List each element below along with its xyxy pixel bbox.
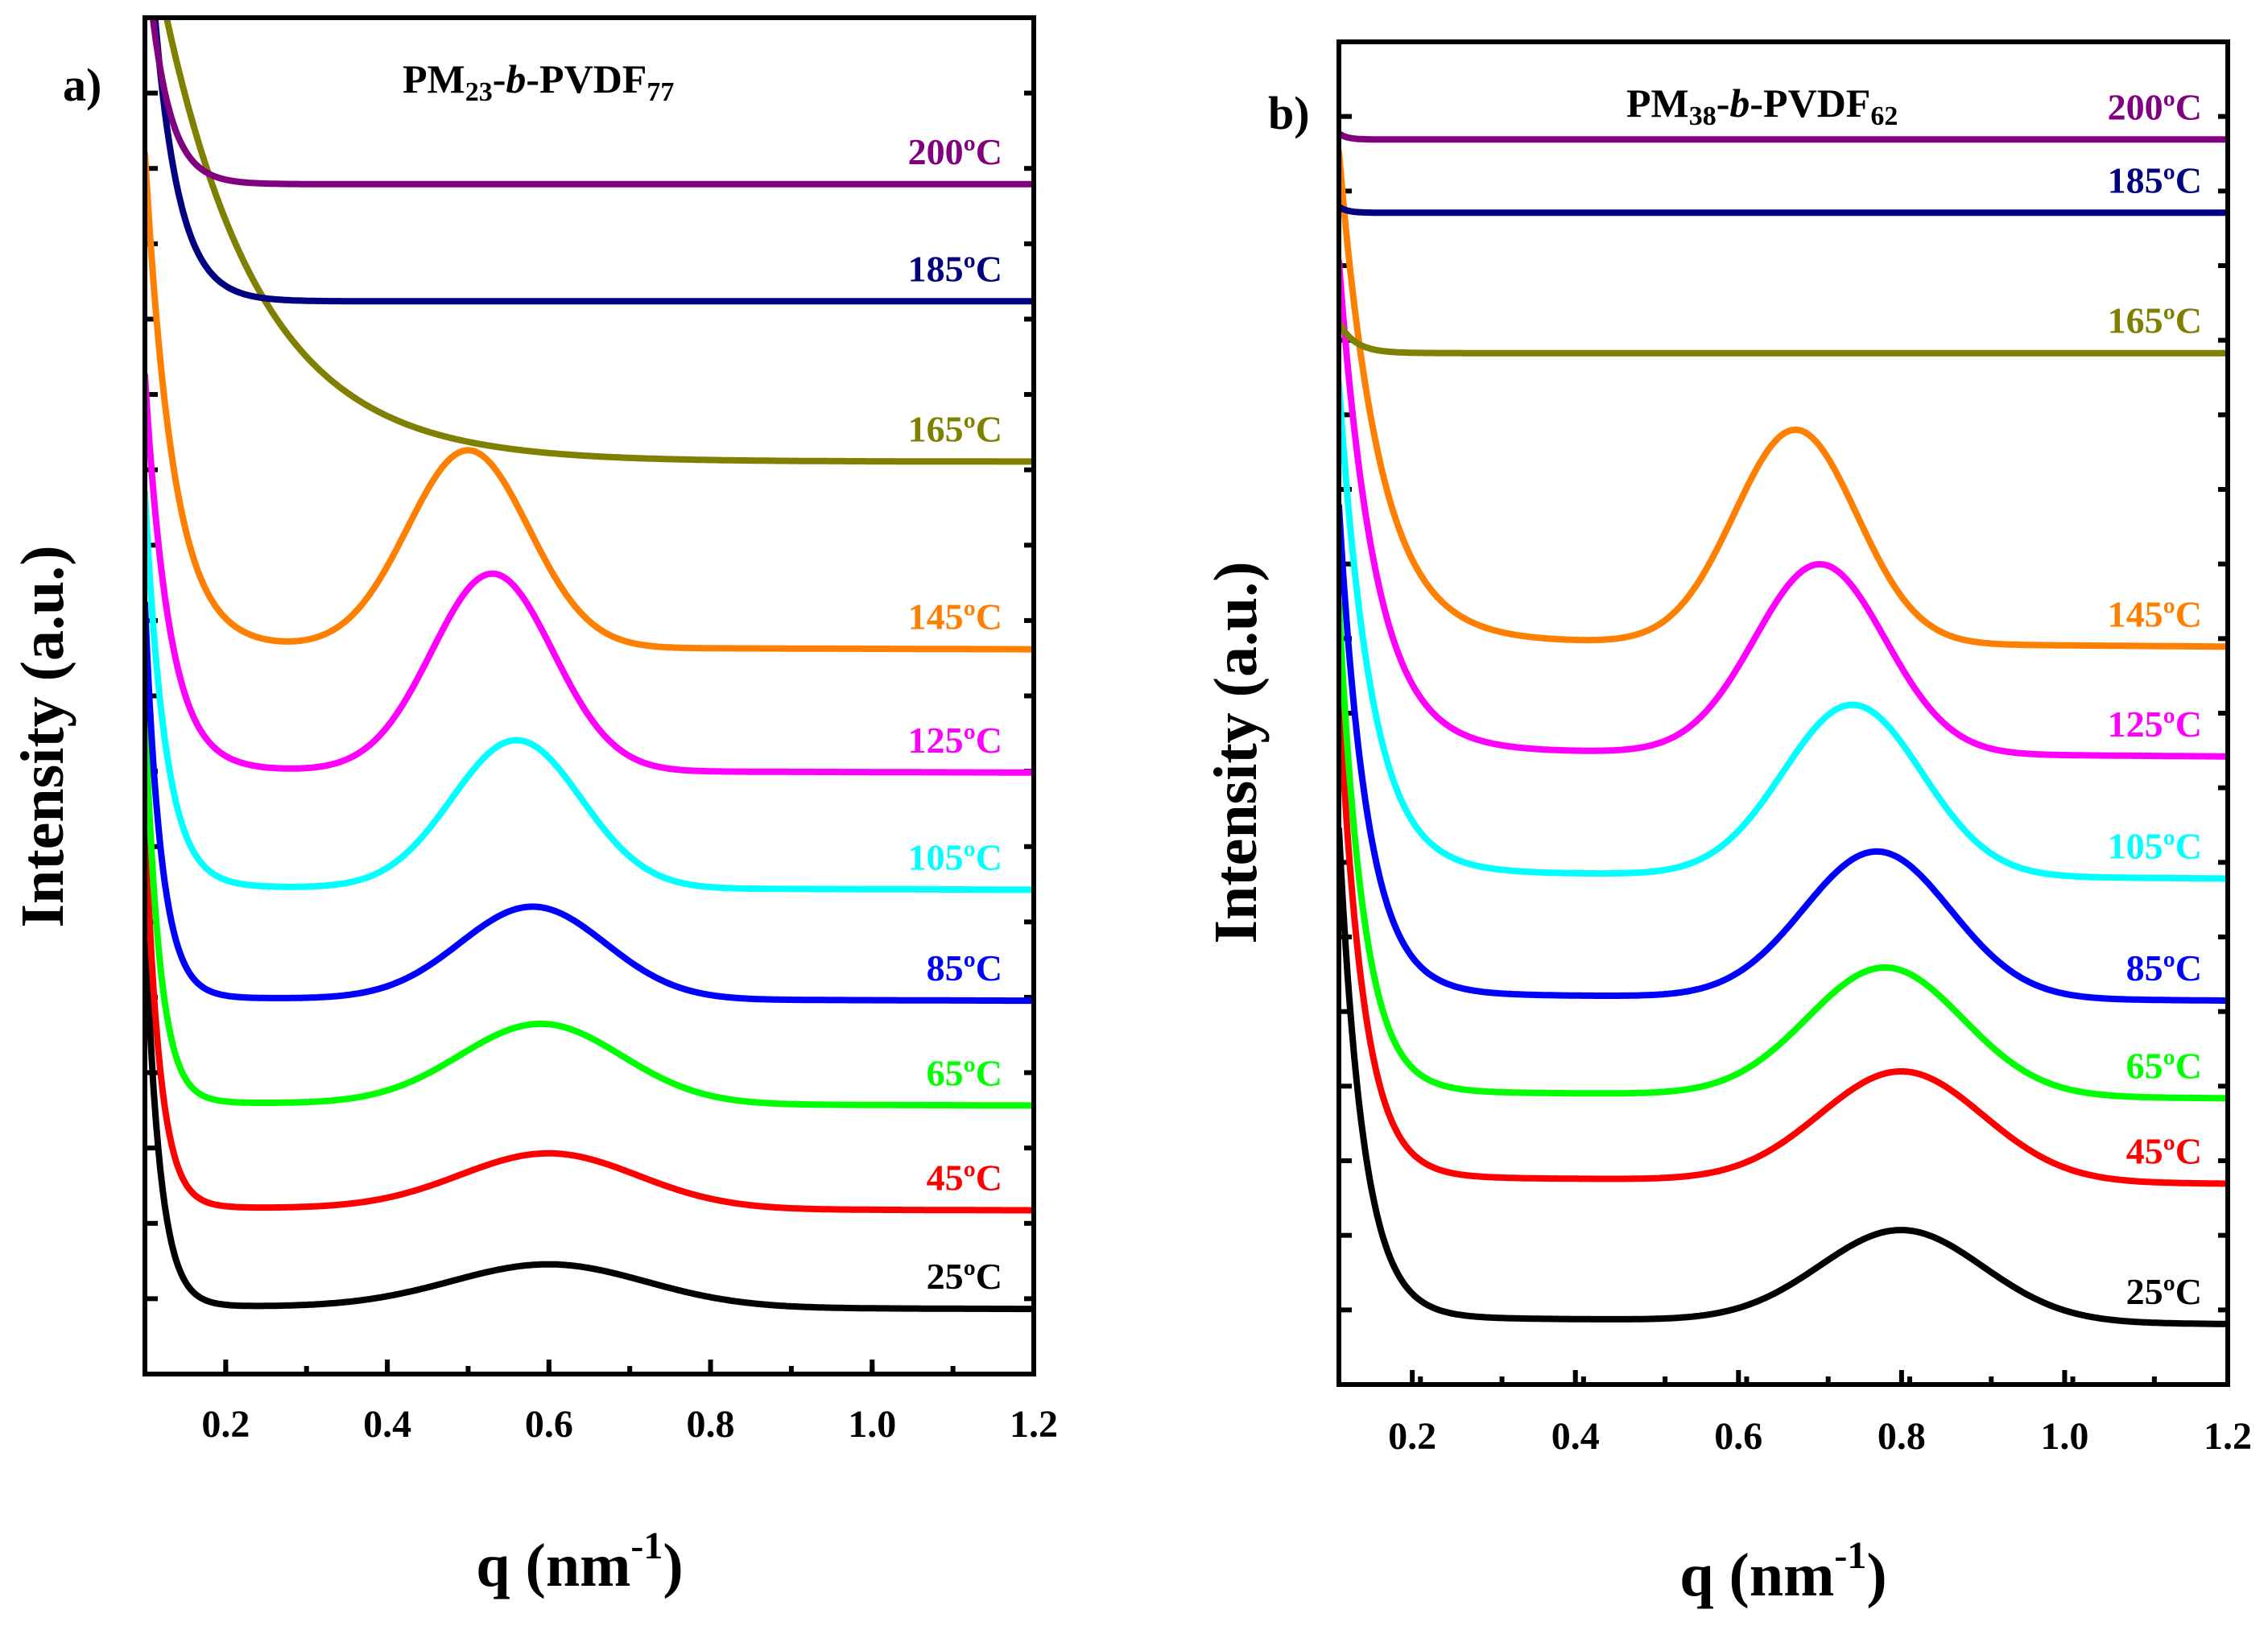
- series-label: 65ºC: [927, 1052, 1002, 1093]
- series-label: 145ºC: [2108, 593, 2202, 634]
- series-line: [151, 18, 1034, 305]
- panel-label-b: b): [1268, 87, 1310, 139]
- series-label: 125ºC: [908, 720, 1002, 761]
- series-label: 200ºC: [908, 131, 1002, 172]
- series-label: 85ºC: [927, 947, 1002, 988]
- series-label: 105ºC: [908, 836, 1002, 877]
- series-line: [163, 18, 1034, 465]
- series-line: [149, 18, 1034, 188]
- x-tick-label: 0.4: [1551, 1415, 1600, 1458]
- panel-b-xlabel: q (nm-1): [1679, 1534, 1886, 1609]
- series-line: [1339, 826, 2228, 1327]
- series-label: 125ºC: [2108, 704, 2202, 745]
- series-line: [1339, 258, 2228, 760]
- series-line: [1339, 148, 2228, 650]
- series-label: 165ºC: [908, 408, 1002, 449]
- series-line: [145, 908, 1034, 1313]
- x-tick-label: 1.0: [2040, 1415, 2088, 1458]
- x-tick-label: 0.8: [1878, 1415, 1926, 1458]
- series-line: [145, 489, 1034, 893]
- series-line: [1339, 203, 2228, 217]
- series-line: [145, 600, 1034, 1005]
- panel-a-series: [145, 18, 1034, 1313]
- series-line: [1339, 685, 2228, 1187]
- x-tick-label: 0.8: [687, 1403, 735, 1446]
- panel-a-xlabel: q (nm-1): [476, 1525, 683, 1599]
- series-label: 145ºC: [908, 596, 1002, 638]
- x-tick-label: 1.2: [2204, 1415, 2252, 1458]
- series-line: [145, 704, 1034, 1109]
- series-label: 185ºC: [908, 248, 1002, 289]
- x-tick-label: 0.6: [525, 1403, 573, 1446]
- series-line: [1339, 380, 2228, 882]
- series-line: [1339, 319, 2228, 357]
- x-tick-label: 1.0: [848, 1403, 896, 1446]
- x-tick-label: 0.4: [363, 1403, 411, 1446]
- panel-a: a) PM23-b-PVDF77 Intensity (a.u.) q (nm-…: [9, 15, 1058, 1599]
- series-label: 25ºC: [2126, 1271, 2202, 1312]
- series-label: 45ºC: [927, 1158, 1002, 1199]
- series-label: 165ºC: [2108, 300, 2202, 341]
- series-label: 25ºC: [927, 1256, 1002, 1297]
- series-label: 45ºC: [2126, 1130, 2202, 1171]
- panel-a-ylabel: Intensity (a.u.): [9, 545, 76, 927]
- panel-b-series: [1339, 130, 2228, 1327]
- panel-b-plot-frame: [1336, 39, 2230, 1387]
- x-tick-label: 0.2: [201, 1403, 250, 1446]
- panel-a-plot-frame: [143, 15, 1036, 1376]
- series-line: [145, 150, 1034, 653]
- panel-a-ticks: 0.2 0.4 0.6 0.8 1.0 1.2: [143, 90, 1058, 1446]
- series-label: 85ºC: [2126, 947, 2202, 988]
- series-label: 65ºC: [2126, 1045, 2202, 1086]
- panel-b-title: PM38-b-PVDF62: [1626, 80, 1898, 131]
- x-tick-label: 1.2: [1010, 1403, 1058, 1446]
- series-label: 200ºC: [2108, 86, 2202, 127]
- panel-b-ylabel: Intensity (a.u.): [1202, 561, 1270, 943]
- series-label: 105ºC: [2108, 825, 2202, 866]
- series-line: [1339, 502, 2228, 1004]
- panel-b: b) PM38-b-PVDF62 Intensity (a.u.) q (nm-…: [1202, 39, 2252, 1609]
- x-tick-label: 0.2: [1388, 1415, 1436, 1458]
- series-line: [145, 810, 1034, 1214]
- x-tick-label: 0.6: [1714, 1415, 1762, 1458]
- series-line: [1339, 600, 2228, 1102]
- panel-label-a: a): [63, 59, 101, 111]
- series-line: [1339, 130, 2228, 143]
- series-label: 185ºC: [2108, 159, 2202, 200]
- series-line: [145, 372, 1034, 776]
- panel-a-title: PM23-b-PVDF77: [403, 56, 674, 107]
